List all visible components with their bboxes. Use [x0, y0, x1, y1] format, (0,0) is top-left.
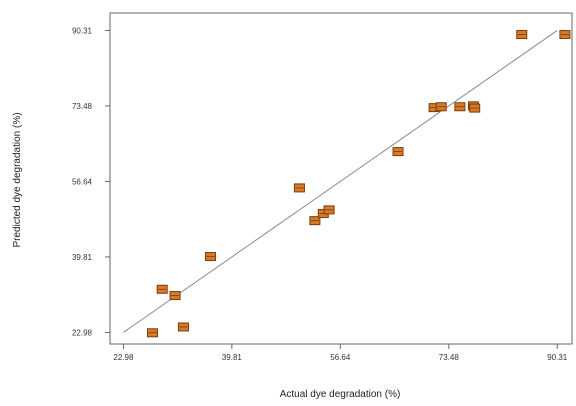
x-axis-title: Actual dye degradation (%) [280, 389, 401, 400]
data-point [516, 30, 528, 40]
data-point [469, 103, 481, 113]
data-point [392, 147, 404, 157]
data-point [147, 328, 159, 338]
y-axis-title: Predicted dye degradation (%) [12, 112, 23, 247]
x-tick-label: 22.98 [113, 353, 134, 362]
y-tick-label: 90.31 [72, 26, 93, 35]
y-axis-ticks: 22.98 39.81 56.64 73.48 90.31 [72, 26, 110, 337]
data-point [559, 30, 571, 40]
data-point [435, 102, 447, 112]
data-point [293, 183, 305, 193]
data-point [169, 291, 181, 301]
y-tick-label: 39.81 [72, 253, 93, 262]
y-tick-label: 73.48 [72, 102, 93, 111]
x-tick-label: 90.31 [547, 353, 568, 362]
data-point [177, 322, 189, 332]
data-point [156, 284, 168, 294]
y-tick-label: 22.98 [72, 328, 93, 337]
fit-line [123, 30, 558, 333]
x-tick-label: 39.81 [222, 353, 243, 362]
y-tick-label: 56.64 [72, 177, 93, 186]
data-point [323, 205, 335, 215]
data-point [309, 216, 321, 226]
x-tick-label: 73.48 [439, 353, 460, 362]
x-axis-ticks: 22.98 39.81 56.64 73.48 90.31 [113, 344, 568, 362]
data-point [454, 102, 466, 112]
data-point [205, 252, 217, 262]
x-tick-label: 56.64 [330, 353, 351, 362]
plot-frame [109, 12, 573, 345]
data-points [147, 30, 571, 338]
